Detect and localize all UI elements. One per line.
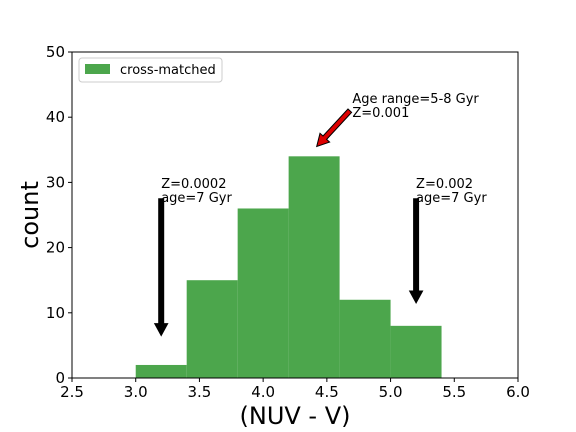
annotation-arrow — [153, 198, 169, 337]
histogram-bar — [237, 208, 289, 378]
x-tick-label: 4.5 — [315, 383, 339, 401]
annotation-arrow — [315, 108, 353, 148]
histogram-bar — [288, 156, 340, 378]
legend-swatch — [85, 64, 110, 74]
y-tick-label: 50 — [46, 43, 65, 61]
x-tick-label: 5.5 — [442, 383, 466, 401]
y-tick-label: 40 — [46, 108, 65, 126]
y-tick-label: 10 — [46, 304, 65, 322]
histogram-bar — [390, 325, 442, 378]
legend-box — [78, 57, 223, 83]
annotation-text: age=7 Gyr — [416, 191, 487, 206]
annotation-text: Age range=5-8 Gyr — [352, 92, 479, 107]
y-tick-label: 30 — [46, 173, 65, 191]
bars-layer — [135, 156, 442, 378]
x-axis-label: (NUV - V) — [240, 402, 351, 430]
x-tick-label: 5.0 — [379, 383, 403, 401]
y-tick-label: 0 — [55, 369, 65, 387]
legend: cross-matched — [78, 57, 223, 83]
annotation-text: Z=0.002 — [416, 177, 473, 192]
x-tick-label: 2.5 — [60, 383, 84, 401]
annotation-arrow — [408, 198, 424, 305]
annotation-text: age=7 Gyr — [161, 191, 232, 206]
plot-frame — [71, 51, 519, 379]
y-axis-label: count — [16, 181, 44, 249]
x-tick-label: 3.0 — [124, 383, 148, 401]
annotation-text: Z=0.0002 — [161, 177, 226, 192]
histogram-bar — [135, 364, 187, 378]
histogram-bar — [186, 280, 238, 378]
x-tick-label: 4.0 — [251, 383, 275, 401]
legend-label: cross-matched — [120, 63, 216, 78]
y-tick-label: 20 — [46, 239, 65, 257]
histogram-bar — [339, 299, 391, 378]
ticks-layer: 2.5 3.0 3.5 4.0 4.5 5.0 5.5 6.0 0 10 20 30 40 50 — [46, 43, 530, 401]
x-tick-label: 3.5 — [187, 383, 211, 401]
annotation-text: Z=0.001 — [352, 106, 409, 121]
x-tick-label: 6.0 — [506, 383, 530, 401]
